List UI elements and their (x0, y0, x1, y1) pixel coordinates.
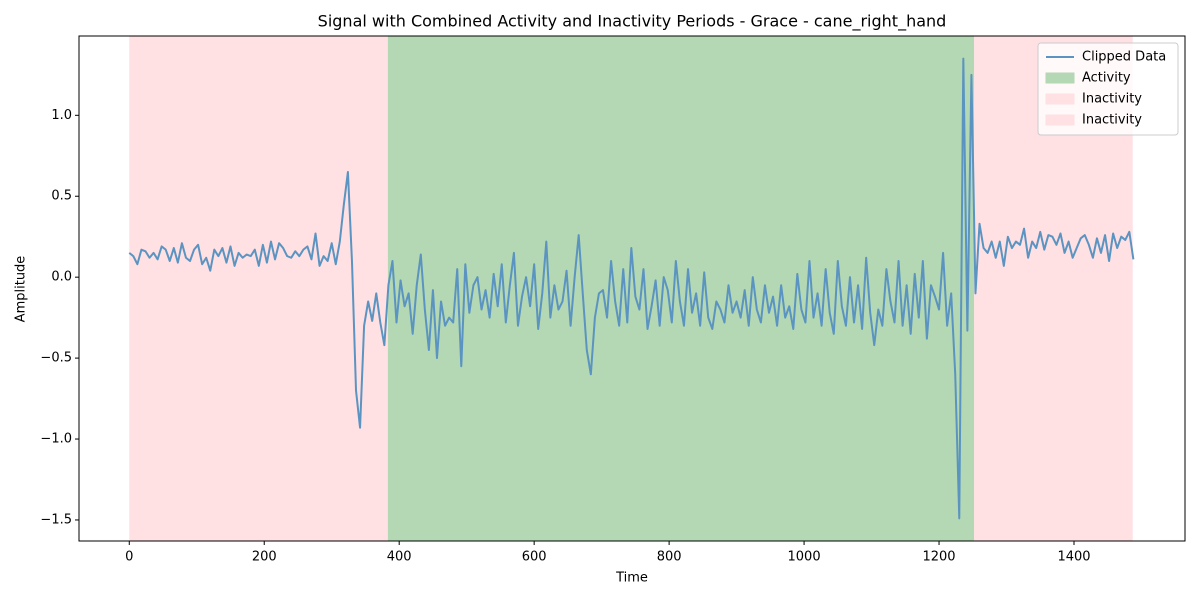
x-tick-label: 1000 (788, 550, 821, 565)
span (129, 36, 388, 541)
legend-swatch (1045, 72, 1075, 84)
legend-label: Clipped Data (1082, 50, 1166, 65)
span (387, 36, 975, 541)
legend-label: Inactivity (1082, 113, 1142, 128)
x-tick-label: 800 (657, 550, 682, 565)
legend-label: Activity (1082, 71, 1131, 86)
x-tick-label: 1200 (922, 550, 955, 565)
x-tick-label: 1400 (1057, 550, 1090, 565)
x-tick-label: 600 (522, 550, 547, 565)
y-tick-label: 1.0 (51, 108, 72, 123)
x-tick-label: 400 (387, 550, 412, 565)
y-tick-label: −0.5 (40, 351, 72, 366)
y-tick-label: −1.5 (40, 512, 72, 527)
legend-label: Inactivity (1082, 92, 1142, 107)
series-line (128, 57, 1135, 520)
legend-swatch (1045, 93, 1075, 105)
legend-swatch (1045, 114, 1075, 126)
y-axis-label: Amplitude (14, 256, 29, 323)
chart-title: Signal with Combined Activity and Inacti… (318, 12, 947, 32)
y-tick-label: 0.5 (51, 189, 72, 204)
x-axis-label: Time (615, 571, 648, 586)
y-tick-label: −1.0 (40, 432, 72, 447)
plot-frame (78, 35, 1186, 542)
x-tick-label: 0 (125, 550, 133, 565)
x-tick-label: 200 (252, 550, 277, 565)
y-tick-label: 0.0 (51, 270, 72, 285)
legend-box (1037, 42, 1179, 136)
